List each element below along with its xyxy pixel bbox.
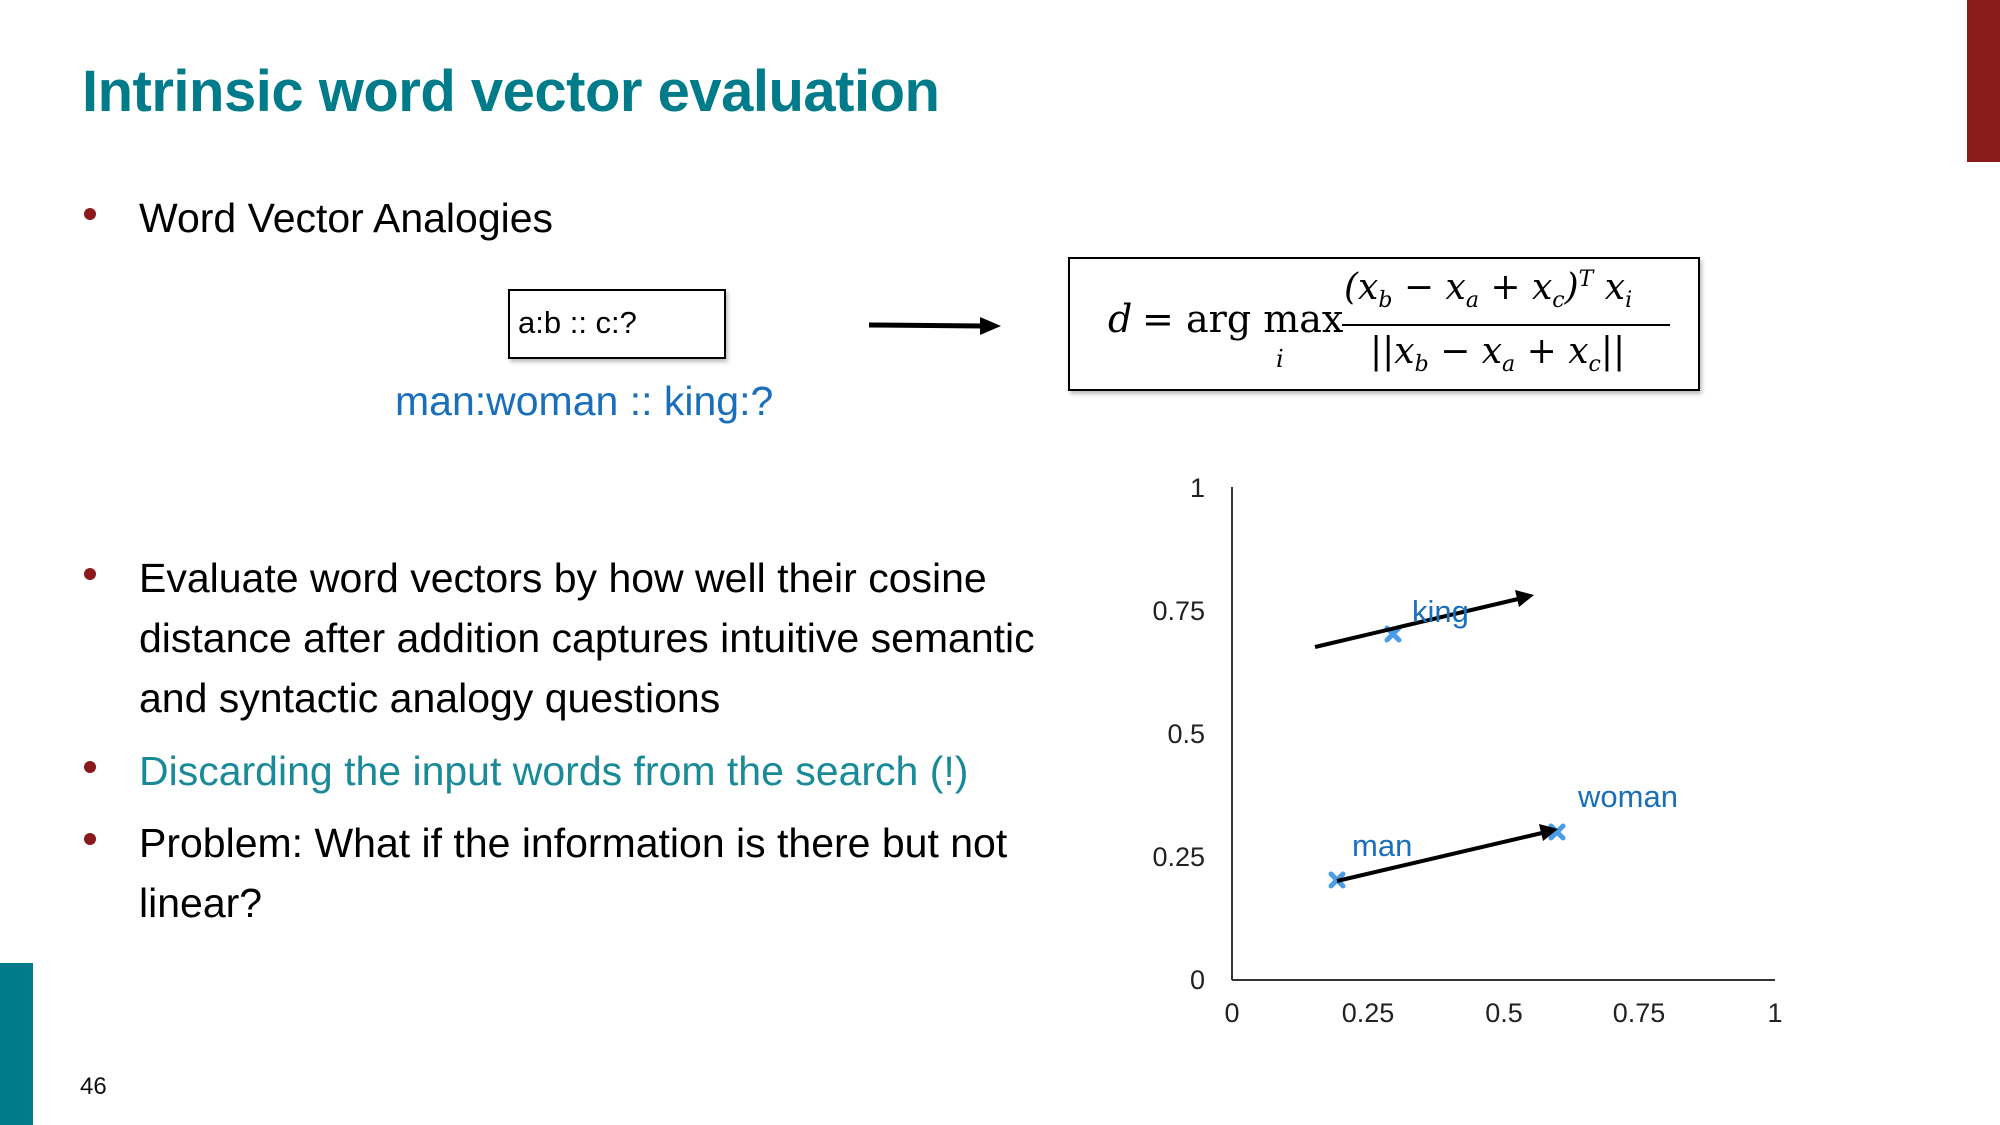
bullet-text: Discarding the input words from the sear… <box>139 748 969 794</box>
accent-bar-bottom-left <box>0 963 33 1125</box>
bullet-icon <box>84 761 96 773</box>
svg-text:0.75: 0.75 <box>1152 596 1205 626</box>
label-king: king <box>1412 594 1469 629</box>
bullet-discarding: Discarding the input words from the sear… <box>84 741 1104 801</box>
formula-lhs: d <box>1108 297 1133 341</box>
bullet-problem: Problem: What if the information is ther… <box>84 813 1104 933</box>
analogy-example: man:woman :: king:? <box>395 378 774 424</box>
svg-text:0: 0 <box>1190 965 1205 995</box>
bullet-icon <box>84 208 96 220</box>
svg-text:0.25: 0.25 <box>1342 998 1395 1028</box>
formula-equals: = <box>1142 297 1174 341</box>
svg-text:0.25: 0.25 <box>1152 842 1205 872</box>
svg-text:0.75: 0.75 <box>1613 998 1666 1028</box>
formula-box: d = arg max i (xb − xa + xc)T xi ||xb − … <box>1068 257 1700 391</box>
bullet-text: Problem: What if the information is ther… <box>139 820 1008 926</box>
bullet-text: Evaluate word vectors by how well their … <box>139 555 1035 721</box>
bullet-icon <box>84 833 96 845</box>
page-number: 46 <box>80 1073 107 1100</box>
formula-numerator: (xb − xa + xc)T xi <box>1344 267 1633 314</box>
formula-operator: arg max <box>1186 297 1344 341</box>
man-to-woman-arrow <box>1336 824 1558 883</box>
label-woman: woman <box>1577 779 1678 814</box>
x-tick-labels: 0 0.25 0.5 0.75 1 <box>1224 998 1782 1028</box>
formula-fraction-bar <box>1342 324 1670 326</box>
bullet-word-vector-analogies: Word Vector Analogies <box>84 188 553 248</box>
bullet-icon <box>84 568 96 580</box>
svg-text:1: 1 <box>1190 473 1205 503</box>
analogy-pattern-box: a:b :: c:? <box>508 289 726 359</box>
point-labels: man woman king <box>1352 594 1678 863</box>
analogy-scatter-chart: 1 0.75 0.5 0.25 0 0 0.25 0.5 0.75 1 man … <box>1152 473 1782 1028</box>
slide-title: Intrinsic word vector evaluation <box>82 59 940 124</box>
svg-text:1: 1 <box>1767 998 1782 1028</box>
label-man: man <box>1352 828 1412 863</box>
svg-text:0: 0 <box>1224 998 1239 1028</box>
formula-denominator: ||xb − xa + xc|| <box>1370 331 1626 378</box>
king-offset-arrow <box>1314 590 1534 649</box>
svg-text:0.5: 0.5 <box>1485 998 1523 1028</box>
svg-text:0.5: 0.5 <box>1167 719 1205 749</box>
y-tick-labels: 1 0.75 0.5 0.25 0 <box>1152 473 1205 995</box>
right-arrow-icon <box>868 317 1001 335</box>
formula-subscript: i <box>1276 345 1284 373</box>
accent-bar-top-right <box>1967 0 2000 162</box>
bullet-text: Word Vector Analogies <box>139 195 554 241</box>
bullet-evaluate: Evaluate word vectors by how well their … <box>84 548 1104 728</box>
